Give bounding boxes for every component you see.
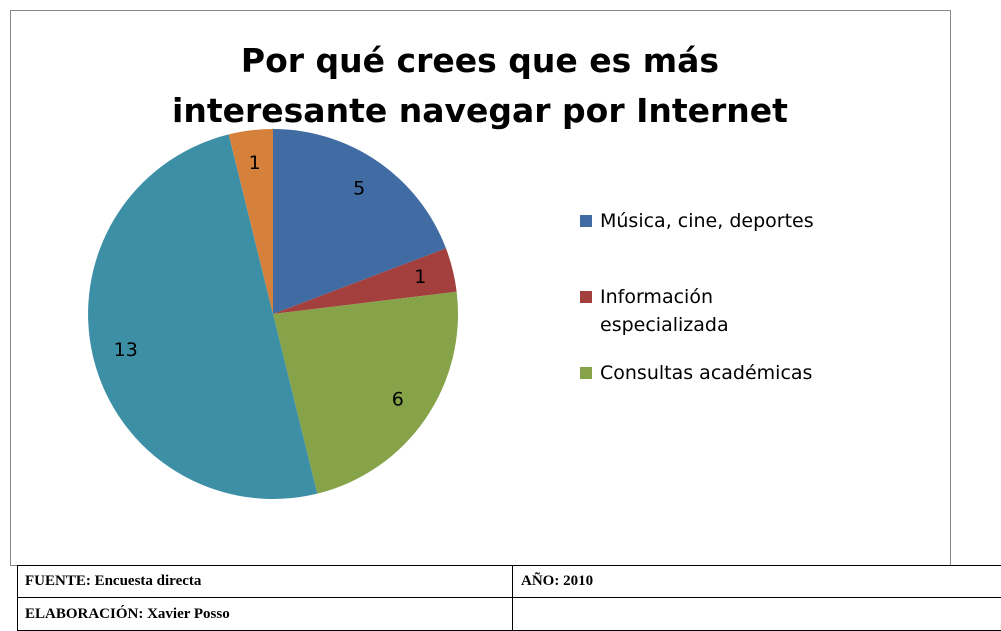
empty-cell xyxy=(513,598,1001,631)
pie-slice xyxy=(273,291,459,494)
data-label: 1 xyxy=(249,152,261,174)
legend-item: Consultas académicas xyxy=(580,359,860,387)
legend-label: Información especializada xyxy=(600,286,729,336)
pie-slice xyxy=(228,129,273,314)
legend-label: Música, cine, deportes xyxy=(600,210,814,232)
legend-swatch xyxy=(580,215,592,227)
legend-item: Música, cine, deportes xyxy=(580,207,860,235)
legend-swatch xyxy=(580,291,592,303)
table-cell: FUENTE: Encuesta directa xyxy=(17,565,513,598)
pie-slice xyxy=(273,248,457,314)
table-top xyxy=(17,565,1001,566)
table-cell: AÑO: 2010 xyxy=(513,565,1001,598)
legend-swatch xyxy=(580,367,592,379)
table-cell: ELABORACIÓN: Xavier Posso xyxy=(17,598,513,631)
legend-item: Información especializada xyxy=(580,283,750,339)
chart-title: Por qué crees que es más interesante nave… xyxy=(172,41,788,130)
data-label: 1 xyxy=(414,266,426,288)
data-label: 5 xyxy=(353,178,365,200)
data-label: 13 xyxy=(114,339,138,361)
data-label: 6 xyxy=(392,389,404,411)
pie-slice xyxy=(88,134,318,499)
pie-slice xyxy=(273,129,446,314)
legend-label: Consultas académicas xyxy=(600,362,813,384)
